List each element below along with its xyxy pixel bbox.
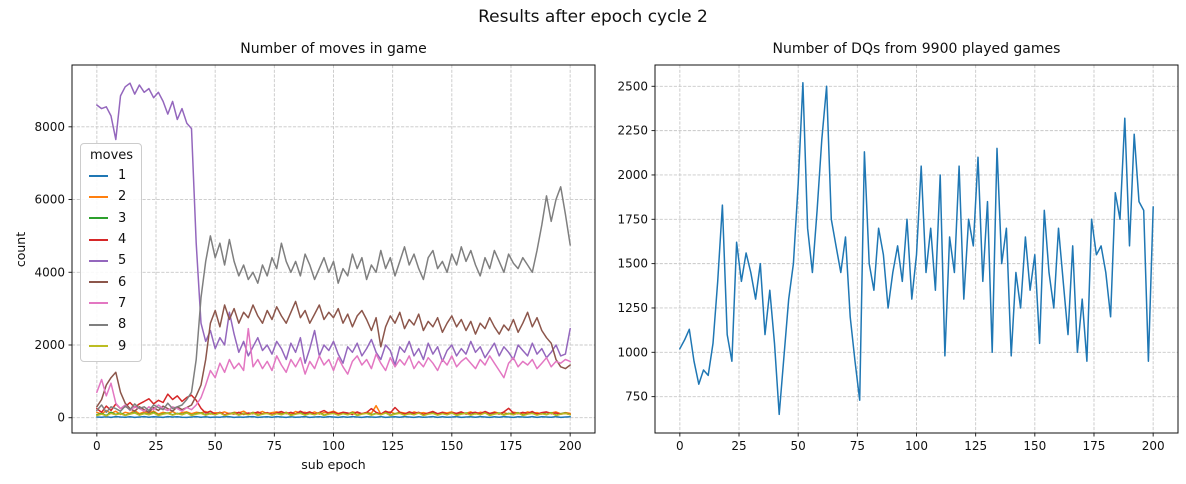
svg-text:2250: 2250 [617,124,648,138]
svg-text:8000: 8000 [34,120,65,134]
svg-text:125: 125 [964,439,987,453]
svg-text:200: 200 [1142,439,1165,453]
legend-items: 1 2 3 4 5 6 7 8 9 [89,165,132,357]
legend-item-label: 8 [118,317,127,333]
legend-item-1: 1 [89,165,132,186]
legend-item-label: 4 [118,232,127,248]
svg-text:0: 0 [93,439,101,453]
legend-line-swatch [89,238,108,241]
svg-text:6000: 6000 [34,193,65,207]
legend-line-swatch [89,281,108,284]
svg-text:750: 750 [625,390,648,404]
legend-item-label: 5 [118,253,127,269]
legend-item-5: 5 [89,250,132,271]
svg-text:50: 50 [208,439,223,453]
svg-text:1750: 1750 [617,212,648,226]
legend-item-label: 7 [118,295,127,311]
legend-item-4: 4 [89,229,132,250]
svg-text:200: 200 [559,439,582,453]
dq-plot-title: Number of DQs from 9900 played games [772,41,1061,57]
legend-line-swatch [89,259,108,262]
svg-text:150: 150 [440,439,463,453]
legend-item-6: 6 [89,271,132,292]
moves-plot: Number of moves in game sub epoch count … [14,41,596,472]
legend-line-swatch [89,217,108,220]
dq-plot: Number of DQs from 9900 played games 0 25… [617,41,1179,453]
svg-text:50: 50 [791,439,806,453]
svg-text:4000: 4000 [34,265,65,279]
svg-text:75: 75 [267,439,282,453]
legend-line-swatch [89,345,108,348]
svg-text:25: 25 [148,439,163,453]
moves-plot-title: Number of moves in game [240,41,427,57]
svg-text:1000: 1000 [617,345,648,359]
legend-item-label: 9 [118,338,127,354]
legend-item-label: 1 [118,168,127,184]
svg-text:175: 175 [1083,439,1106,453]
legend-line-swatch [89,195,108,198]
legend-item-label: 6 [118,274,127,290]
moves-plot-xlabel: sub epoch [301,457,366,472]
legend-item-7: 7 [89,293,132,314]
moves-plot-ylabel: count [13,231,29,267]
svg-text:100: 100 [905,439,928,453]
dq-plot-canvas: 0 25 50 75 100 125 150 175 200 750 1000 1250 1500 175… [617,64,1179,453]
legend-item-label: 3 [118,210,127,226]
svg-text:0: 0 [57,411,65,425]
svg-text:100: 100 [322,439,345,453]
svg-text:1500: 1500 [617,257,648,271]
legend-line-swatch [89,323,108,326]
legend-line-swatch [89,174,108,177]
svg-text:75: 75 [850,439,865,453]
legend-item-8: 8 [89,314,132,335]
svg-text:2000: 2000 [34,338,65,352]
figure-title: Results after epoch cycle 2 [478,7,708,27]
legend-item-2: 2 [89,186,132,207]
svg-text:0: 0 [676,439,684,453]
legend-line-swatch [89,302,108,305]
legend-item-label: 2 [118,189,127,205]
svg-text:175: 175 [500,439,523,453]
legend-title: moves [90,148,134,163]
svg-text:150: 150 [1023,439,1046,453]
svg-text:1250: 1250 [617,301,648,315]
legend-item-9: 9 [89,335,132,356]
svg-text:25: 25 [731,439,746,453]
moves-legend: moves 1 2 3 4 5 6 7 8 9 [80,143,142,362]
svg-text:2000: 2000 [617,168,648,182]
svg-text:2500: 2500 [617,79,648,93]
legend-item-3: 3 [89,208,132,229]
svg-text:125: 125 [381,439,404,453]
